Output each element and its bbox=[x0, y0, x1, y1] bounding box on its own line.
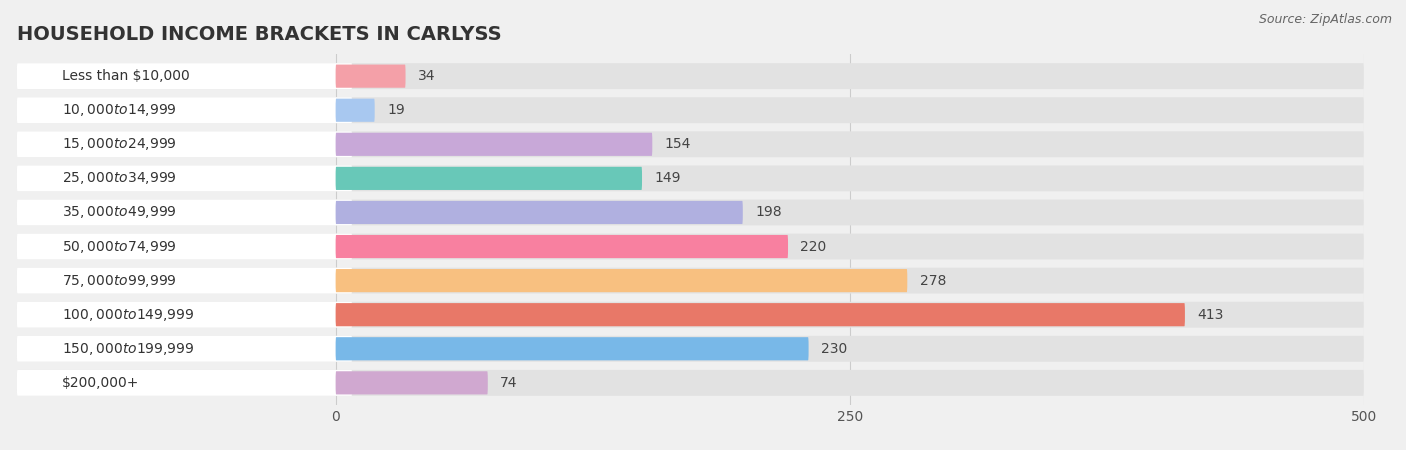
Text: 230: 230 bbox=[821, 342, 848, 356]
FancyBboxPatch shape bbox=[336, 269, 907, 292]
Text: 19: 19 bbox=[387, 103, 405, 117]
FancyBboxPatch shape bbox=[17, 336, 1364, 362]
Text: 74: 74 bbox=[501, 376, 517, 390]
Text: $100,000 to $149,999: $100,000 to $149,999 bbox=[62, 307, 194, 323]
FancyBboxPatch shape bbox=[336, 201, 742, 224]
FancyBboxPatch shape bbox=[336, 64, 405, 88]
FancyBboxPatch shape bbox=[17, 199, 1364, 225]
FancyBboxPatch shape bbox=[17, 268, 1364, 293]
Text: Source: ZipAtlas.com: Source: ZipAtlas.com bbox=[1258, 14, 1392, 27]
FancyBboxPatch shape bbox=[336, 371, 488, 395]
FancyBboxPatch shape bbox=[17, 63, 352, 89]
Text: 413: 413 bbox=[1198, 308, 1223, 322]
FancyBboxPatch shape bbox=[17, 302, 1364, 328]
Text: 220: 220 bbox=[800, 239, 827, 253]
Text: $10,000 to $14,999: $10,000 to $14,999 bbox=[62, 102, 177, 118]
FancyBboxPatch shape bbox=[17, 97, 352, 123]
FancyBboxPatch shape bbox=[336, 303, 1185, 326]
Text: 278: 278 bbox=[920, 274, 946, 288]
Text: $200,000+: $200,000+ bbox=[62, 376, 139, 390]
Text: $75,000 to $99,999: $75,000 to $99,999 bbox=[62, 273, 177, 288]
Text: $150,000 to $199,999: $150,000 to $199,999 bbox=[62, 341, 194, 357]
FancyBboxPatch shape bbox=[336, 167, 643, 190]
FancyBboxPatch shape bbox=[336, 99, 374, 122]
FancyBboxPatch shape bbox=[17, 370, 352, 396]
FancyBboxPatch shape bbox=[17, 336, 352, 362]
Text: $25,000 to $34,999: $25,000 to $34,999 bbox=[62, 171, 177, 186]
FancyBboxPatch shape bbox=[17, 234, 1364, 260]
FancyBboxPatch shape bbox=[17, 166, 352, 191]
FancyBboxPatch shape bbox=[17, 131, 1364, 157]
FancyBboxPatch shape bbox=[17, 268, 352, 293]
FancyBboxPatch shape bbox=[17, 131, 352, 157]
Text: $35,000 to $49,999: $35,000 to $49,999 bbox=[62, 204, 177, 220]
Text: HOUSEHOLD INCOME BRACKETS IN CARLYSS: HOUSEHOLD INCOME BRACKETS IN CARLYSS bbox=[17, 25, 502, 44]
FancyBboxPatch shape bbox=[17, 63, 1364, 89]
FancyBboxPatch shape bbox=[17, 302, 352, 328]
FancyBboxPatch shape bbox=[17, 97, 1364, 123]
Text: 198: 198 bbox=[755, 206, 782, 220]
FancyBboxPatch shape bbox=[17, 370, 1364, 396]
FancyBboxPatch shape bbox=[336, 133, 652, 156]
FancyBboxPatch shape bbox=[17, 199, 352, 225]
Text: 34: 34 bbox=[418, 69, 436, 83]
Text: 149: 149 bbox=[654, 171, 681, 185]
Text: 154: 154 bbox=[665, 137, 690, 151]
FancyBboxPatch shape bbox=[336, 337, 808, 360]
Text: $50,000 to $74,999: $50,000 to $74,999 bbox=[62, 238, 177, 255]
FancyBboxPatch shape bbox=[336, 235, 787, 258]
FancyBboxPatch shape bbox=[17, 234, 352, 260]
FancyBboxPatch shape bbox=[17, 166, 1364, 191]
Text: Less than $10,000: Less than $10,000 bbox=[62, 69, 190, 83]
Text: $15,000 to $24,999: $15,000 to $24,999 bbox=[62, 136, 177, 152]
